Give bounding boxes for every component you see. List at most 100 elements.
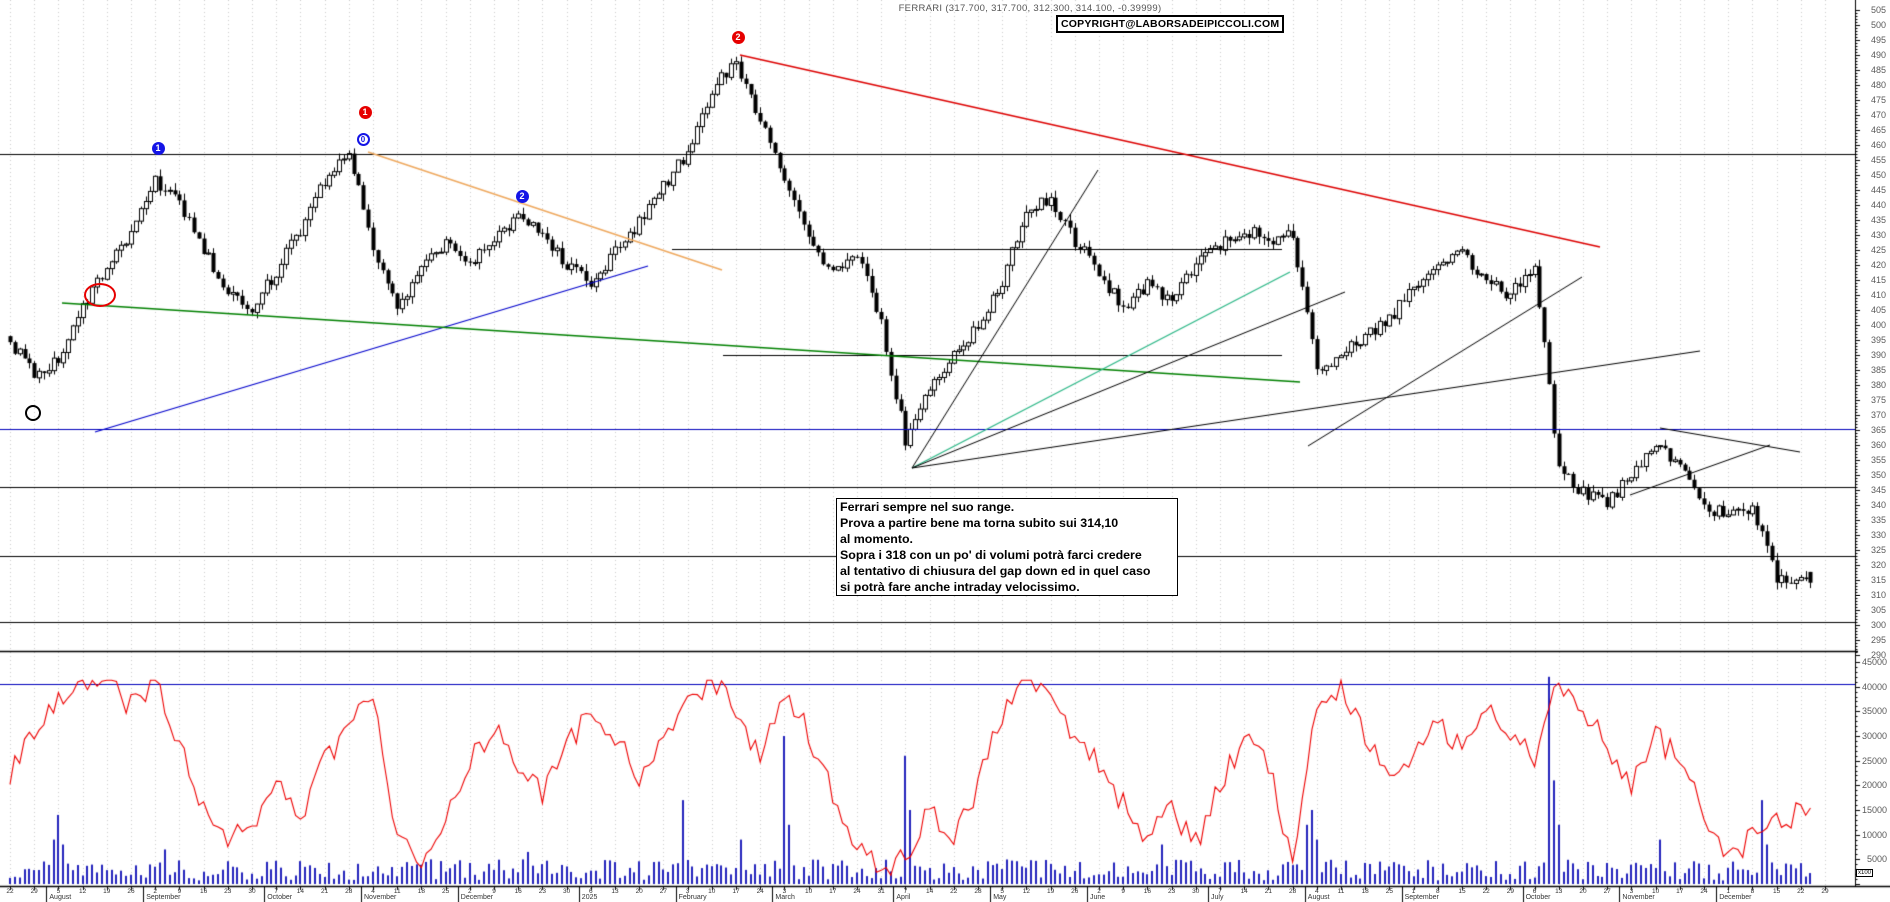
wave-marker-badge: 1 bbox=[358, 105, 372, 119]
volume-tick-label: 25000 bbox=[1861, 755, 1887, 766]
price-tick-label: 500 bbox=[1870, 20, 1886, 30]
week-tick-label: 22 bbox=[950, 888, 958, 895]
week-tick-label: 18 bbox=[417, 888, 425, 895]
price-tick-label: 505 bbox=[1870, 5, 1886, 15]
week-tick-label: 20 bbox=[635, 888, 643, 895]
volume-tick-label: 20000 bbox=[1861, 780, 1887, 791]
week-tick-label: 21 bbox=[320, 888, 329, 895]
week-tick-label: 14 bbox=[296, 888, 304, 895]
week-tick-label: 24 bbox=[853, 888, 861, 895]
annotation-line: al momento. bbox=[840, 532, 913, 546]
week-tick-label: 4 bbox=[371, 888, 375, 895]
week-tick-label: 23 bbox=[224, 888, 232, 895]
week-tick-label: 7 bbox=[903, 888, 908, 895]
week-tick-label: 5 bbox=[1000, 888, 1004, 895]
price-tick-label: 485 bbox=[1870, 65, 1886, 75]
week-tick-label: 15 bbox=[1772, 888, 1781, 895]
week-tick-label: 14 bbox=[925, 888, 934, 895]
week-tick-label: 3 bbox=[1629, 888, 1634, 895]
volume-tick-label: 40000 bbox=[1861, 681, 1887, 692]
week-tick-label: 23 bbox=[1167, 888, 1176, 895]
week-tick-label: 6 bbox=[1532, 888, 1537, 895]
week-tick-label: 15 bbox=[1458, 888, 1466, 895]
month-label: October bbox=[267, 894, 293, 901]
price-tick-label: 345 bbox=[1870, 485, 1886, 495]
month-label: November bbox=[1622, 894, 1655, 901]
week-tick-label: 25 bbox=[441, 888, 450, 895]
volume-tick-label: 5000 bbox=[1866, 854, 1887, 865]
week-tick-label: 3 bbox=[782, 888, 787, 895]
wave-marker-badge: 0 bbox=[356, 132, 370, 146]
week-tick-label: 22 bbox=[6, 888, 14, 895]
week-tick-label: 29 bbox=[1821, 888, 1829, 895]
price-tick-label: 350 bbox=[1870, 470, 1886, 480]
price-tick-label: 440 bbox=[1870, 200, 1886, 210]
week-tick-label: 28 bbox=[345, 888, 353, 895]
volume-tick-label: 15000 bbox=[1861, 805, 1887, 815]
week-tick-label: 17 bbox=[1676, 888, 1684, 895]
price-tick-label: 305 bbox=[1870, 605, 1886, 615]
volume-tick-label: 30000 bbox=[1861, 731, 1887, 741]
price-tick-label: 300 bbox=[1870, 620, 1886, 630]
month-label: August bbox=[49, 894, 72, 901]
month-label: November bbox=[364, 894, 397, 901]
month-label: June bbox=[1090, 894, 1106, 901]
week-tick-label: 28 bbox=[974, 888, 982, 895]
week-tick-label: 7 bbox=[274, 888, 278, 895]
month-label: March bbox=[775, 894, 795, 901]
week-tick-label: 31 bbox=[877, 888, 885, 895]
week-tick-label: 24 bbox=[756, 888, 764, 895]
highlight-ellipse bbox=[84, 283, 116, 307]
week-tick-label: 7 bbox=[1218, 888, 1222, 895]
price-tick-label: 310 bbox=[1870, 590, 1886, 600]
price-tick-label: 320 bbox=[1870, 560, 1886, 570]
price-tick-label: 315 bbox=[1870, 575, 1886, 585]
price-tick-label: 450 bbox=[1870, 170, 1886, 180]
annotation-box: Ferrari sempre nel suo range. Prova a par… bbox=[836, 498, 1178, 596]
month-label: October bbox=[1525, 894, 1551, 901]
price-tick-label: 415 bbox=[1870, 275, 1886, 285]
price-tick-label: 495 bbox=[1870, 35, 1886, 45]
week-tick-label: 27 bbox=[659, 888, 667, 895]
price-tick-label: 370 bbox=[1870, 410, 1886, 420]
week-tick-label: 25 bbox=[1385, 888, 1393, 895]
volume-tick-label: 10000 bbox=[1861, 829, 1887, 840]
week-tick-label: 22 bbox=[1482, 888, 1490, 895]
price-tick-label: 420 bbox=[1870, 260, 1886, 270]
week-tick-label: 1 bbox=[1726, 888, 1730, 895]
week-tick-label: 30 bbox=[248, 888, 256, 895]
week-tick-label: 4 bbox=[1314, 888, 1319, 895]
week-tick-label: 9 bbox=[1121, 888, 1125, 895]
price-tick-label: 435 bbox=[1870, 215, 1886, 225]
wave-marker-badge: 1 bbox=[151, 141, 165, 155]
price-tick-label: 395 bbox=[1870, 335, 1886, 345]
week-tick-label: 16 bbox=[514, 888, 522, 895]
price-tick-label: 335 bbox=[1870, 515, 1886, 525]
month-label: July bbox=[1211, 894, 1224, 901]
week-tick-label: 8 bbox=[1750, 888, 1755, 895]
week-tick-label: 10 bbox=[708, 888, 716, 895]
month-label: September bbox=[1404, 894, 1439, 901]
price-tick-label: 460 bbox=[1870, 140, 1886, 150]
price-tick-label: 410 bbox=[1870, 290, 1886, 300]
week-tick-label: 16 bbox=[199, 888, 208, 895]
copyright-box: COPYRIGHT@LABORSADEIPICCOLI.COM bbox=[1056, 15, 1285, 33]
annotation-line: Sopra i 318 con un po' di volumi potrà f… bbox=[840, 548, 1142, 562]
week-tick-label: 17 bbox=[829, 888, 837, 895]
wave-marker-badge: 2 bbox=[731, 30, 745, 44]
week-tick-label: 12 bbox=[1022, 888, 1030, 895]
week-tick-label: 2 bbox=[153, 888, 157, 895]
week-tick-label: 27 bbox=[1603, 888, 1611, 895]
month-label: 2025 bbox=[581, 894, 598, 901]
price-tick-label: 430 bbox=[1870, 230, 1886, 240]
price-tick-label: 490 bbox=[1870, 50, 1886, 60]
month-label: December bbox=[460, 894, 494, 901]
week-tick-label: 1 bbox=[1411, 888, 1416, 895]
week-tick-label: 13 bbox=[611, 888, 619, 895]
week-tick-label: 18 bbox=[1361, 888, 1369, 895]
week-tick-label: 10 bbox=[1651, 888, 1660, 895]
week-tick-label: 29 bbox=[1506, 888, 1514, 895]
month-label: February bbox=[678, 894, 707, 901]
week-tick-label: 30 bbox=[562, 888, 571, 895]
